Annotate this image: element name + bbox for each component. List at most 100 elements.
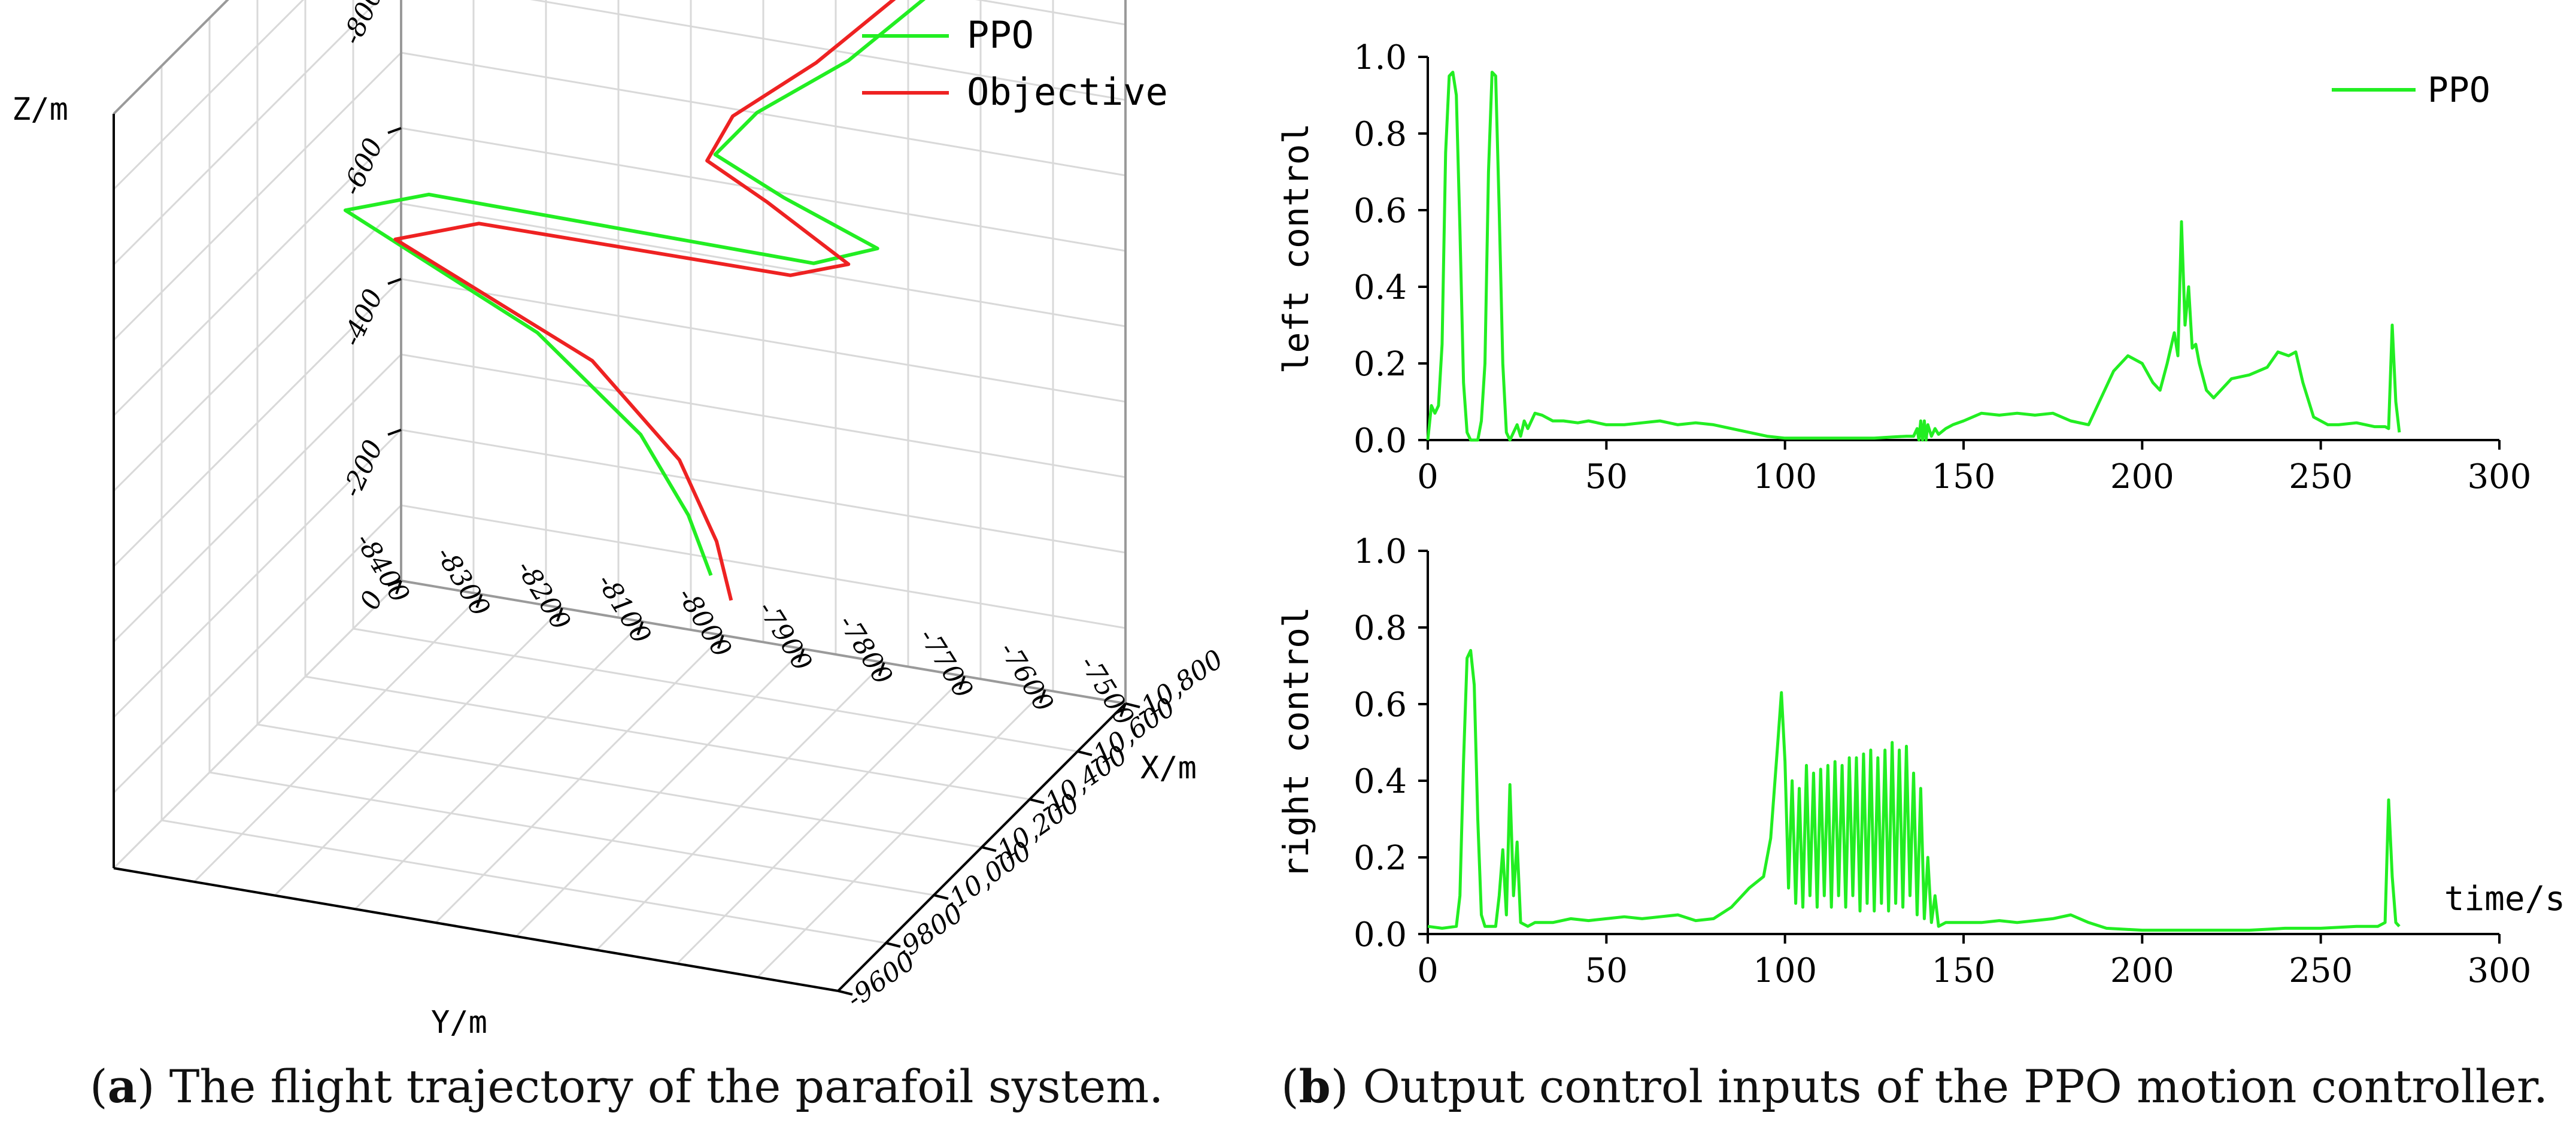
grid-line xyxy=(975,0,1126,26)
grid-line xyxy=(113,504,402,794)
y-tick xyxy=(717,635,724,649)
x-tick xyxy=(1029,798,1045,804)
y-tick-label: -8200 xyxy=(510,555,576,636)
x-axis-label: X/m xyxy=(1140,750,1197,786)
y-tick-label: -8100 xyxy=(591,569,657,650)
grid-line xyxy=(530,0,1126,101)
y-tick-label: 1.0 xyxy=(1354,38,1407,77)
y-tick-label: 0.0 xyxy=(1354,422,1407,460)
x-tick xyxy=(1125,702,1140,708)
grid-line xyxy=(400,278,1126,403)
y-tick-label: 0.6 xyxy=(1354,192,1407,231)
x-tick-label: 300 xyxy=(2468,457,2532,496)
z-axis-label: Z/m xyxy=(12,92,68,128)
z-tick-label: -800 xyxy=(336,0,389,49)
grid-line xyxy=(305,675,1030,801)
trajectory-series-objective xyxy=(393,0,896,601)
z-tick xyxy=(387,429,402,436)
x-tick xyxy=(1077,750,1093,756)
x-tick-label: 200 xyxy=(2110,457,2174,496)
grid-line xyxy=(209,771,934,896)
grid-line xyxy=(113,429,402,718)
y-tick-label: -7600 xyxy=(993,636,1059,717)
series-ppo xyxy=(1426,71,2401,442)
caption-a: (a) The flight trajectory of the parafoi… xyxy=(90,1060,1164,1113)
y-tick xyxy=(636,621,644,636)
z-tick xyxy=(387,278,402,285)
y-tick-label: -7800 xyxy=(832,610,898,690)
x-tick-label: -9600 xyxy=(841,945,921,1014)
grid-line xyxy=(400,429,1126,554)
right-control-plot: 0 50 100 150 200 250 300 0.0 0.2 0.4 0.6 0.8 1.0 righ… xyxy=(1276,532,2565,990)
x-tick-label: 250 xyxy=(2289,951,2353,990)
z-tick xyxy=(387,127,402,134)
y-tick xyxy=(797,648,805,663)
y-tick-label: 0.6 xyxy=(1354,686,1407,724)
y-axis-label: right control xyxy=(1276,607,1316,878)
grid-line xyxy=(113,202,402,492)
trajectory-3d-plot: 0-200-400-600-800-1000Z/m-8400-8300-8200… xyxy=(12,0,1229,1041)
x-tick xyxy=(981,846,997,852)
legend-label: PPO xyxy=(967,13,1034,57)
x-tick-label: 0 xyxy=(1417,951,1439,990)
x-tick-label: 250 xyxy=(2289,457,2353,496)
grid-line xyxy=(400,51,1126,177)
x-axis-label: time/s xyxy=(2444,880,2565,918)
y-tick-label: 0.8 xyxy=(1354,115,1407,154)
grid-line xyxy=(113,0,305,190)
z-tick-label: -600 xyxy=(336,134,389,200)
grid-line xyxy=(353,627,1078,753)
x-tick xyxy=(885,942,901,948)
x-tick-label: 150 xyxy=(1932,951,1996,990)
y-tick xyxy=(1039,689,1046,704)
y-tick-label: 1.0 xyxy=(1354,532,1407,571)
grid-line xyxy=(400,353,1126,478)
y-tick-label: 0.2 xyxy=(1354,839,1407,878)
x-tick-label: 300 xyxy=(2468,951,2532,990)
left-control-plot: 0 50 100 150 200 250 300 0.0 0.2 0.4 0.6 0.8 1.0 left… xyxy=(1276,38,2531,496)
caption-b-label: b xyxy=(1298,1060,1331,1113)
grid-line xyxy=(113,353,402,643)
y-axis-label: left control xyxy=(1276,123,1316,374)
y-tick-label: -8300 xyxy=(430,541,496,622)
y-tick-label: 0.8 xyxy=(1354,609,1407,648)
x-tick-label: 0 xyxy=(1417,457,1439,496)
legend-label: PPO xyxy=(2428,69,2490,110)
caption-a-text: The flight trajectory of the parafoil sy… xyxy=(169,1060,1164,1113)
y-tick-label: -7700 xyxy=(913,623,979,704)
x-tick-label: 100 xyxy=(1753,951,1817,990)
y-axis-line xyxy=(113,867,839,992)
x-tick-label: 100 xyxy=(1753,457,1817,496)
grid-line xyxy=(113,0,380,266)
y-tick-label: 0.4 xyxy=(1354,762,1407,801)
y-tick xyxy=(556,607,563,622)
y-tick xyxy=(958,675,966,690)
y-tick-label: -7900 xyxy=(752,596,818,677)
box-edge xyxy=(113,0,229,115)
x-tick-label: 50 xyxy=(1585,457,1628,496)
z-tick-label: -400 xyxy=(336,284,389,351)
grid-line xyxy=(113,127,402,417)
caption-b: (b) Output control inputs of the PPO mot… xyxy=(1281,1060,2548,1113)
y-tick xyxy=(475,594,483,608)
y-tick-label: -8000 xyxy=(671,582,737,663)
grid-line xyxy=(400,504,1126,629)
grid-line xyxy=(113,51,402,341)
caption-a-label: a xyxy=(107,1060,137,1113)
x-tick xyxy=(933,894,949,900)
box-edge xyxy=(400,580,1126,705)
y-tick-label: 0.0 xyxy=(1354,915,1407,954)
grid-line xyxy=(113,278,402,568)
trajectory-series-ppo xyxy=(343,0,926,577)
z-tick-label: -200 xyxy=(336,435,389,502)
x-tick-label: 200 xyxy=(2110,951,2174,990)
series-ppo xyxy=(1427,648,2401,932)
x-tick-label: 150 xyxy=(1932,457,1996,496)
y-tick xyxy=(878,662,885,677)
x-tick-label: 50 xyxy=(1585,951,1628,990)
grid-line xyxy=(400,202,1126,328)
legend-label: Objective xyxy=(967,70,1168,114)
y-tick-label: 0.4 xyxy=(1354,268,1407,307)
y-tick xyxy=(395,580,402,595)
